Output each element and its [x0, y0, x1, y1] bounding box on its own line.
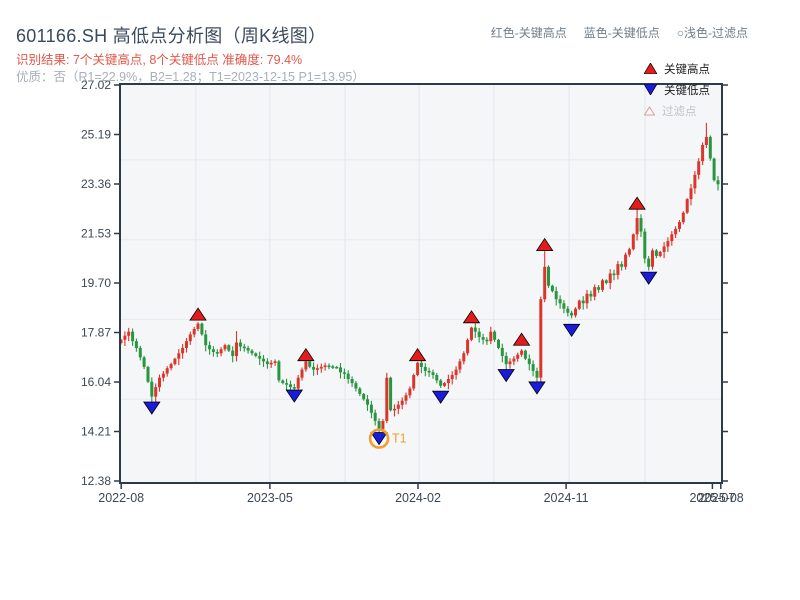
svg-text:2024-02: 2024-02 [395, 491, 441, 505]
svg-text:17.87: 17.87 [81, 326, 111, 340]
top-legend: 红色-关键高点 蓝色-关键低点 ○浅色-过滤点 [491, 24, 748, 41]
subtitle-quality: 优质：否（R1=22.9%，B2=1.28；T1=2023-12-15 P1=1… [16, 70, 365, 84]
svg-text:T1: T1 [392, 432, 407, 446]
blue-down-triangle-icon [644, 84, 657, 95]
key-high-markers [189, 196, 646, 362]
open-triangle-icon [644, 105, 655, 115]
svg-text:2023-05: 2023-05 [247, 491, 293, 505]
svg-text:16.04: 16.04 [81, 375, 111, 389]
svg-text:23.36: 23.36 [81, 177, 111, 191]
svg-text:2025-07: 2025-07 [689, 491, 735, 505]
svg-text:12.38: 12.38 [81, 474, 111, 488]
page-title: 601166.SH 高低点分析图（周K线图） [16, 26, 327, 46]
svg-text:2022-08: 2022-08 [98, 491, 144, 505]
candles [119, 122, 720, 436]
legend-item-key-low: 关键低点 [644, 79, 710, 100]
svg-text:2024-11: 2024-11 [544, 491, 589, 505]
plot-background [120, 84, 722, 483]
subtitle-recognition-result: 识别结果: 7个关键高点, 8个关键低点 准确度: 79.4% [16, 53, 303, 67]
legend-item-filtered: 过滤点 [644, 100, 710, 121]
red-up-triangle-icon [644, 63, 657, 74]
chart-legend: 关键高点 关键低点 过滤点 [644, 58, 710, 121]
top-legend-item-blue-low: 蓝色-关键低点 [583, 26, 660, 40]
key-low-markers: T1 [143, 271, 658, 449]
t1-annotation: T1 [368, 428, 407, 449]
legend-label-key-low: 关键低点 [664, 84, 710, 97]
top-legend-item-filtered: ○浅色-过滤点 [676, 26, 748, 40]
plot-grid [121, 85, 721, 482]
legend-label-filtered: 过滤点 [662, 105, 697, 118]
axes: 27.02 25.19 23.36 21.53 19.70 17.87 16.04 14.21… [81, 78, 744, 505]
svg-text:25.19: 25.19 [81, 128, 111, 142]
legend-label-key-high: 关键高点 [664, 63, 710, 76]
svg-text:21.53: 21.53 [81, 227, 111, 241]
legend-item-key-high: 关键高点 [644, 58, 710, 79]
svg-text:2025-08: 2025-08 [698, 491, 744, 505]
svg-text:14.21: 14.21 [81, 425, 111, 439]
top-legend-item-red-high: 红色-关键高点 [490, 26, 567, 40]
svg-text:27.02: 27.02 [81, 78, 111, 92]
svg-text:19.70: 19.70 [81, 276, 111, 290]
